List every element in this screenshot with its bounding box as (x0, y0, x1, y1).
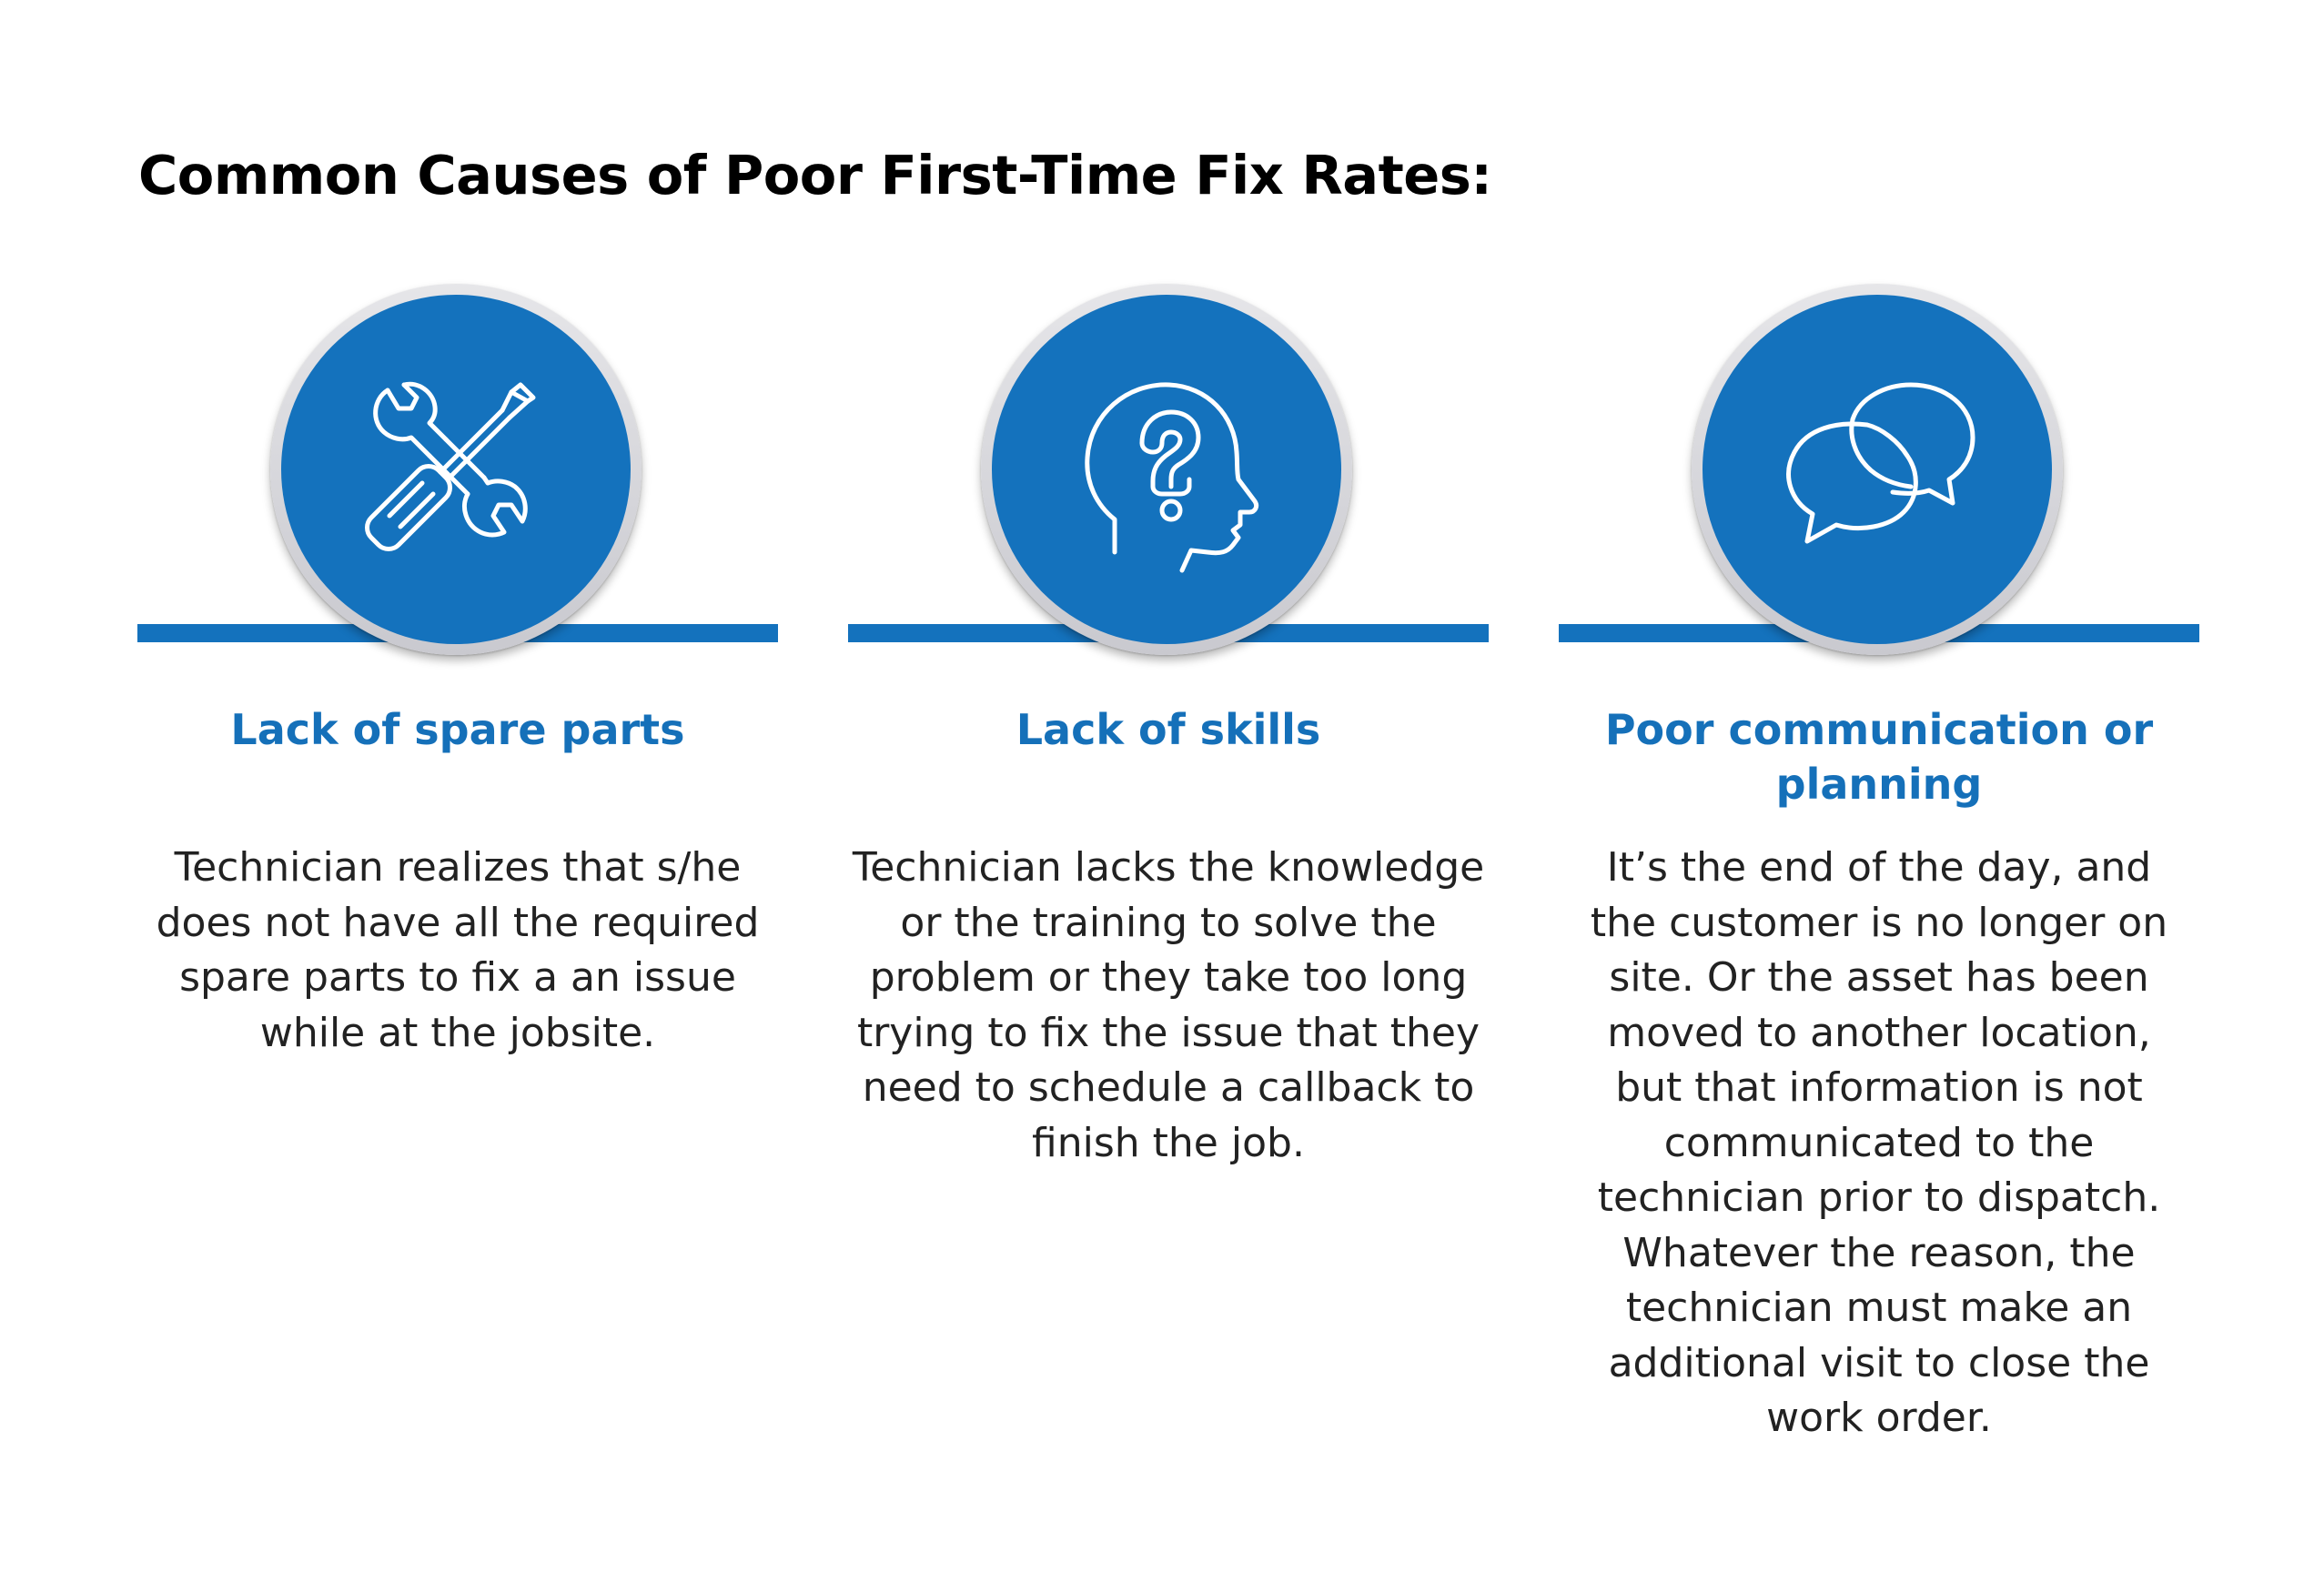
cause-description: It’s the end of the day, and the custome… (1590, 844, 2168, 1441)
cause-card-communication: Poor communication or planning It’s the … (1559, 284, 2199, 1557)
icon-circle (992, 295, 1341, 644)
chat-bubbles-icon (1786, 382, 1975, 544)
page-title: Common Causes of Poor First-Time Fix Rat… (138, 144, 1492, 207)
icon-circle (281, 295, 631, 644)
cause-card-spare-parts: Lack of spare parts Technician realizes … (137, 284, 778, 1557)
icon-badge (1692, 284, 2063, 655)
cause-card-skills: Lack of skills Technician lacks the know… (848, 284, 1489, 1557)
wrench-screwdriver-icon (365, 381, 536, 551)
cause-heading: Poor communication or planning (1604, 705, 2154, 809)
cause-description: Technician realizes that s/he does not h… (156, 844, 760, 1056)
icon-badge (270, 284, 642, 655)
icon-circle (1703, 295, 2052, 644)
cause-description: Technician lacks the knowledge or the tr… (852, 844, 1485, 1166)
cause-heading: Lack of spare parts (230, 705, 685, 754)
head-question-icon (1085, 382, 1259, 573)
cause-heading: Lack of skills (1015, 705, 1321, 754)
icon-badge (981, 284, 1352, 655)
